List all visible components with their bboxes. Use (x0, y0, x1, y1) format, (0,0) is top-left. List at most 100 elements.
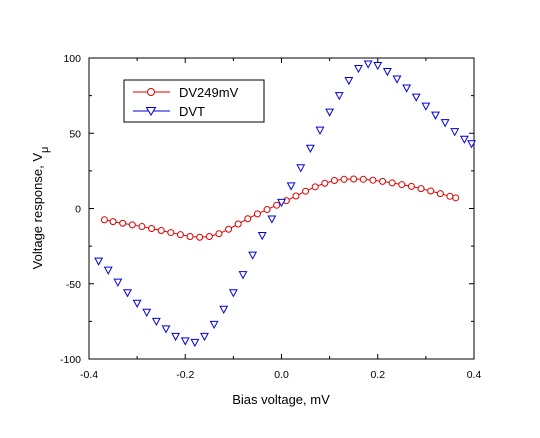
data-point-triangle (219, 305, 229, 314)
y-tick-label: 0 (75, 204, 81, 216)
data-point-circle (253, 210, 261, 218)
data-point-circle (186, 232, 194, 240)
x-axis-title: Bias voltage, mV (232, 392, 330, 407)
data-point-circle (311, 183, 319, 191)
data-point-triangle (228, 289, 238, 298)
data-point-triangle (180, 337, 190, 346)
data-point-circle (196, 233, 204, 241)
data-point-triangle (161, 325, 171, 334)
legend-label-dv249mv: DV249mV (179, 85, 239, 100)
data-point-circle (148, 225, 156, 233)
data-point-circle (100, 216, 108, 224)
data-point-circle (452, 194, 460, 202)
data-point-circle (273, 201, 281, 209)
legend-box (123, 79, 265, 123)
data-point-triangle (344, 77, 354, 86)
data-point-triangle (363, 60, 373, 69)
data-point-circle (215, 230, 223, 238)
y-axis-title-main: Voltage response, V (30, 153, 45, 270)
data-point-circle (436, 190, 444, 198)
y-axis-title: Voltage response, Vμ (30, 147, 51, 270)
x-tick-label: 0.0 (274, 369, 289, 381)
data-point-triangle (190, 338, 200, 348)
data-point-triangle (440, 119, 450, 128)
svg-text:Voltage response, Vμ: Voltage response, Vμ (30, 147, 51, 270)
legend-marker-circle (147, 88, 155, 96)
y-tick-label: -50 (66, 279, 81, 291)
data-point-circle (292, 192, 300, 200)
data-point-circle (446, 192, 454, 200)
data-point-triangle (325, 108, 335, 117)
data-point-triangle (277, 198, 286, 208)
x-tick-label: 0.2 (370, 369, 385, 381)
data-point-triangle (132, 299, 142, 308)
data-point-triangle (334, 92, 344, 101)
data-point-circle (379, 177, 387, 185)
legend-item-dv249mv: DV249mV (133, 85, 239, 100)
data-point-triangle (459, 135, 469, 144)
data-point-circle (321, 179, 329, 187)
data-point-triangle (209, 320, 219, 330)
data-point-circle (263, 206, 271, 214)
data-point-triangle (151, 317, 161, 327)
data-point-circle (427, 187, 435, 195)
data-point-triangle (421, 102, 431, 111)
data-point-circle (138, 223, 146, 231)
data-point-circle (176, 231, 184, 239)
data-point-circle (157, 226, 165, 234)
data-point-triangle (103, 266, 113, 275)
data-point-triangle (382, 67, 392, 77)
data-point-circle (128, 221, 136, 229)
data-point-circle (359, 175, 367, 183)
data-point-triangle (431, 111, 440, 120)
y-tick-label: -100 (60, 354, 81, 366)
data-point-triangle (171, 332, 181, 342)
data-point-triangle (248, 251, 258, 260)
data-point-triangle (305, 144, 315, 153)
x-axis: -0.4 -0.2 0.0 0.2 0.4 (80, 58, 481, 381)
data-point-triangle (411, 93, 421, 102)
data-point-triangle (238, 271, 248, 280)
data-point-triangle (450, 128, 460, 137)
legend-marker-triangle (145, 107, 157, 116)
data-point-triangle (94, 257, 104, 266)
data-point-triangle (315, 126, 325, 135)
y-axis-title-subscript: μ (39, 147, 51, 153)
data-point-triangle (123, 289, 132, 298)
data-point-circle (350, 175, 358, 183)
data-point-circle (340, 175, 348, 183)
data-point-triangle (113, 278, 123, 287)
legend-label-dvt: DVT (179, 104, 205, 119)
x-tick-label: -0.4 (80, 369, 98, 381)
data-point-circle (330, 177, 338, 185)
data-point-circle (205, 232, 213, 240)
data-point-circle (244, 215, 252, 223)
data-point-triangle (373, 61, 383, 71)
data-point-circle (234, 220, 242, 228)
data-point-circle (407, 182, 415, 190)
data-point-circle (369, 176, 377, 184)
data-point-circle (398, 181, 406, 189)
data-point-triangle (296, 164, 306, 173)
data-point-circle (167, 229, 175, 237)
x-tick-label: -0.2 (176, 369, 194, 381)
y-axis: -100 -50 0 50 100 (60, 53, 474, 366)
y-tick-label: 50 (69, 128, 81, 140)
data-point-triangle (402, 84, 412, 93)
data-point-circle (417, 185, 425, 193)
data-point-circle (388, 179, 396, 187)
data-point-triangle (286, 182, 296, 191)
data-point-triangle (467, 140, 477, 149)
data-point-triangle (257, 232, 267, 241)
data-point-circle (225, 225, 233, 233)
data-point-triangle (142, 308, 152, 317)
legend-item-dvt: DVT (133, 104, 205, 119)
series-dv249mv (100, 175, 460, 241)
x-tick-label: 0.4 (467, 369, 482, 381)
data-point-circle (119, 219, 127, 227)
series-dvt (94, 60, 477, 348)
data-point-circle (109, 218, 117, 226)
data-point-triangle (200, 332, 209, 342)
data-point-triangle (354, 64, 363, 74)
